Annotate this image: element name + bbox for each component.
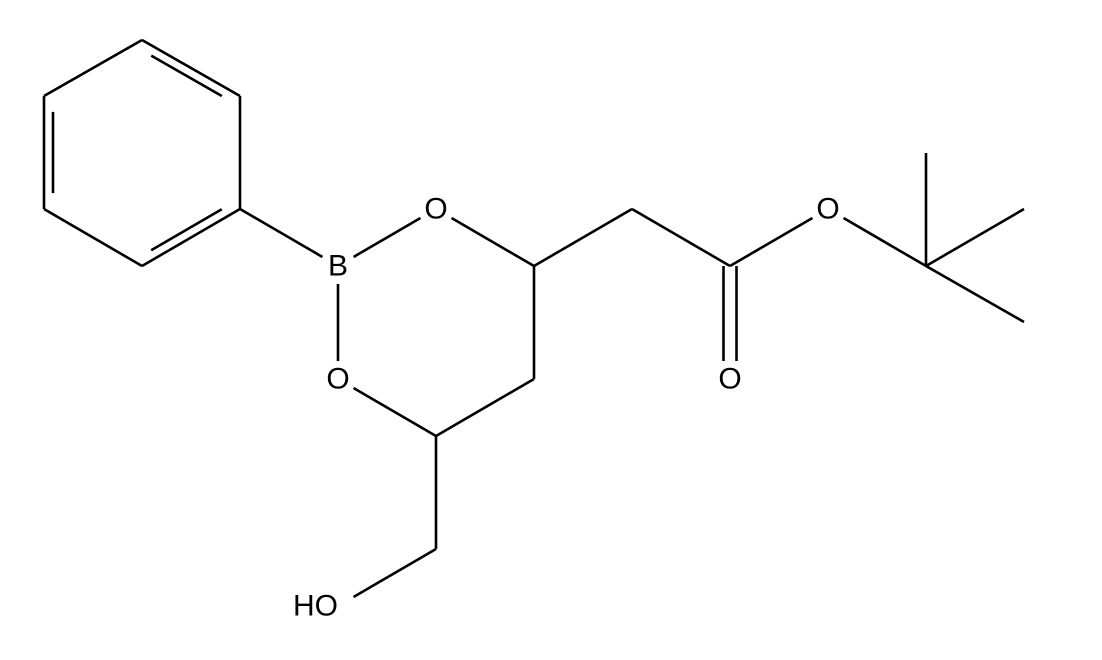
atom-label-b: B bbox=[328, 250, 348, 283]
atom-label-o3: HO bbox=[293, 590, 338, 623]
molecule-diagram: B O O HO O O bbox=[0, 0, 1102, 660]
atom-label-o4: O bbox=[718, 363, 741, 396]
atom-label-o2: O bbox=[326, 363, 349, 396]
atom-label-o5: O bbox=[816, 193, 839, 226]
atom-label-o1: O bbox=[424, 193, 447, 226]
